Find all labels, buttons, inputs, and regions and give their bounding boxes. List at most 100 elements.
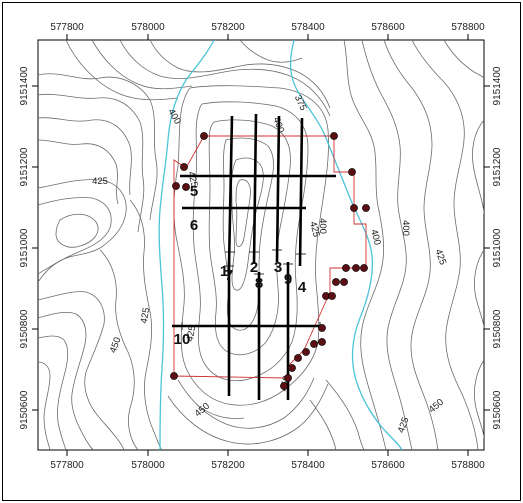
contour-line: [38, 139, 119, 205]
y-tick-label: 9150800: [19, 309, 30, 348]
line-label-8: 8: [255, 275, 263, 292]
frame-ticks: [32, 34, 490, 456]
boundary-point: [328, 292, 336, 300]
contour-lines: [38, 40, 484, 450]
contour-line: [38, 291, 125, 450]
contour-line: [65, 40, 179, 101]
line-label-6: 6: [190, 217, 198, 234]
y-tick-label: 9150600: [492, 390, 503, 429]
line-label-1: 1: [220, 263, 228, 280]
contour-line: [411, 40, 479, 450]
boundary-point: [302, 348, 310, 356]
contour-line: [361, 40, 413, 450]
contour-line: [99, 249, 139, 450]
river-west: [158, 40, 215, 450]
boundary-point: [362, 204, 370, 212]
survey-line-4-north: [298, 117, 304, 267]
contour-line: [38, 197, 112, 275]
contour-line: [167, 383, 329, 445]
contour-label: 450: [108, 336, 124, 355]
x-tick-label: 577800: [50, 460, 84, 471]
boundary-point: [318, 338, 326, 346]
boundary-point: [330, 132, 338, 140]
rivers: [158, 40, 403, 450]
contour-line: [443, 40, 484, 79]
y-tick-labels-left: 9151400 9151200 9151000 9150800 9150600: [19, 66, 30, 429]
boundary-point: [294, 354, 302, 362]
contour-line: [208, 119, 291, 356]
y-tick-labels-right: 9151400 9151200 9151000 9150800 9150600: [492, 66, 503, 429]
contour-line: [55, 213, 99, 248]
boundary-point: [332, 278, 340, 286]
x-tick-labels-bottom: 577800 578000 578200 578400 578600 57880…: [50, 460, 485, 471]
contour-label: 425: [307, 220, 322, 238]
boundary-point: [288, 364, 296, 372]
boundary-point: [180, 163, 188, 171]
survey-line-1-north: [227, 115, 234, 267]
boundary-point: [172, 182, 180, 190]
contour-line: [309, 399, 337, 450]
line-label-4: 4: [298, 279, 307, 296]
x-tick-label: 578200: [211, 22, 245, 33]
survey-line-3-north: [275, 115, 281, 263]
contour-line: [91, 40, 193, 90]
contour-label: 425: [92, 176, 108, 187]
contour-line: [119, 40, 331, 117]
x-tick-label: 578000: [131, 22, 165, 33]
y-tick-label: 9150800: [492, 309, 503, 348]
contour-line: [383, 40, 439, 450]
contour-line: [149, 40, 331, 109]
contour-line: [343, 40, 387, 450]
contour-line: [173, 85, 329, 406]
contour-label: 425: [139, 307, 153, 325]
boundary-point: [352, 264, 360, 272]
x-tick-label: 578600: [371, 22, 405, 33]
contour-line: [222, 137, 274, 331]
x-tick-label: 578800: [451, 22, 485, 33]
boundary-point: [360, 264, 368, 272]
contour-line: [474, 249, 484, 329]
contour-label: 425: [396, 416, 412, 435]
contour-line: [38, 361, 51, 450]
x-tick-label: 577800: [50, 22, 84, 33]
contour-label: 425: [185, 325, 199, 343]
boundary-point: [348, 168, 356, 176]
contour-line: [239, 40, 303, 63]
boundary-point: [340, 278, 348, 286]
boundary-point: [342, 264, 350, 272]
line-label-7: 7: [225, 267, 233, 284]
contour-line: [235, 179, 251, 247]
contour-line: [38, 311, 95, 450]
line-label-9: 9: [284, 271, 292, 288]
survey-area-boundary: [173, 135, 367, 379]
boundary-point: [318, 324, 326, 332]
y-tick-label: 9151400: [492, 66, 503, 105]
y-tick-label: 9151400: [19, 66, 30, 105]
x-tick-label: 578800: [451, 460, 485, 471]
river-east: [289, 40, 403, 450]
line-label-2: 2: [250, 259, 258, 276]
contour-label: 400: [368, 228, 383, 246]
contour-line: [38, 117, 132, 196]
survey-line-2-north: [252, 113, 258, 265]
contour-line: [38, 335, 69, 450]
boundary-point: [284, 374, 292, 382]
survey-line-labels: 1 2 3 4 5 6 7 8 9 10: [174, 183, 307, 348]
x-tick-label: 578400: [291, 460, 325, 471]
x-tick-label: 578400: [291, 22, 325, 33]
contour-line: [38, 93, 145, 233]
line-label-5: 5: [190, 183, 198, 200]
boundary-point: [200, 132, 208, 140]
boundary-point: [170, 372, 178, 380]
x-tick-label: 578600: [371, 460, 405, 471]
contour-label: 400: [317, 218, 328, 234]
line-label-10: 10: [174, 331, 191, 348]
contour-line: [474, 359, 484, 439]
y-tick-label: 9151200: [492, 147, 503, 186]
map-frame: [37, 39, 485, 451]
contour-line: [195, 403, 245, 419]
contour-line: [129, 199, 163, 450]
